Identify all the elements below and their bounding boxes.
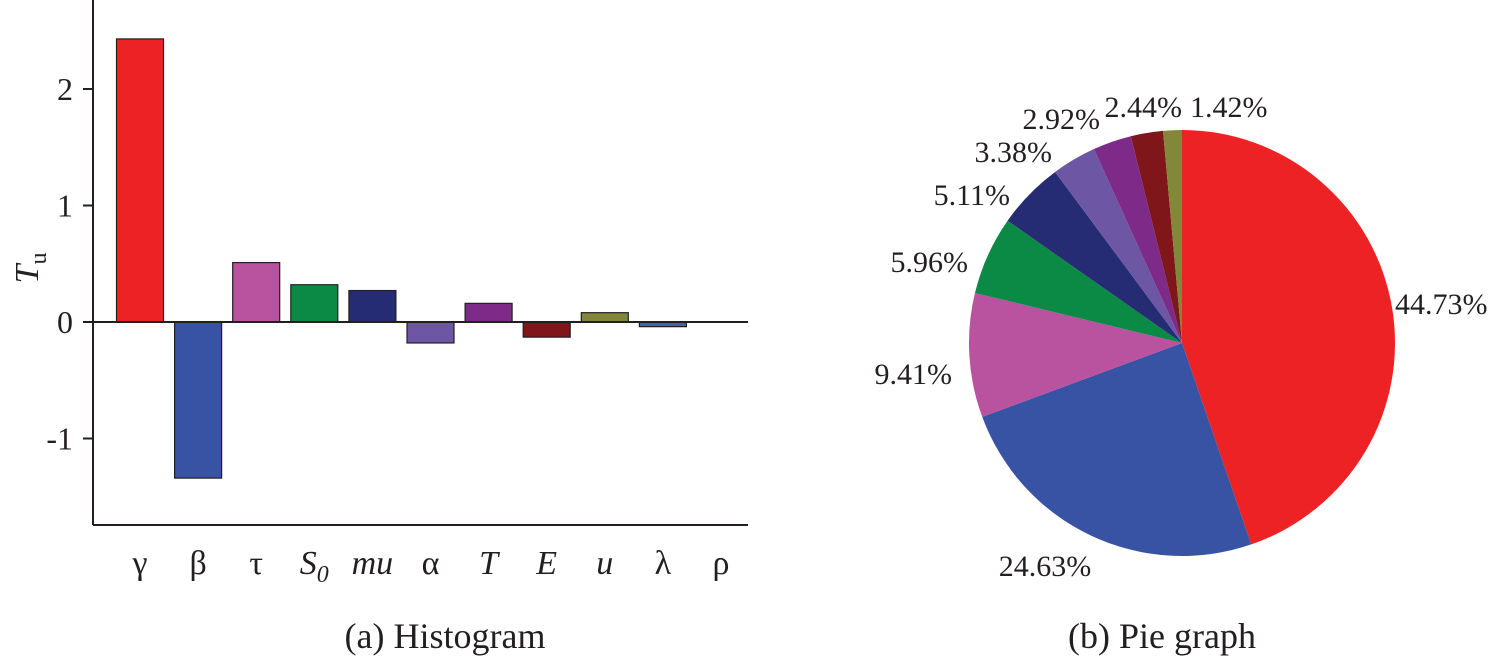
bar xyxy=(522,321,571,338)
pie-slice-label: 44.73% xyxy=(1395,288,1488,321)
pie-slice-label: 3.38% xyxy=(975,136,1053,169)
pie-slice-label: 2.92% xyxy=(1023,103,1101,136)
pie-slice xyxy=(1007,171,1182,343)
bar xyxy=(348,289,397,323)
bar-chart-caption: (a) Histogram xyxy=(345,616,546,656)
y-axis-label: Tu xyxy=(9,253,52,284)
bar xyxy=(115,38,165,323)
pie-slice-label: 2.44% xyxy=(1105,91,1183,124)
x-category-label: S0 xyxy=(300,545,329,588)
pie-chart-caption: (b) Pie graph xyxy=(1068,616,1256,656)
pie-slice-label: 5.11% xyxy=(934,179,1010,212)
x-category-label: E xyxy=(535,545,557,582)
bar xyxy=(232,261,281,323)
pie-labels: 44.73% 24.63% 9.41% 5.96% 5.11% 3.38%2.92% 2.4… xyxy=(875,91,1488,583)
pie-slice xyxy=(1093,136,1182,343)
bar-bars xyxy=(115,38,688,479)
bar xyxy=(174,321,223,479)
x-category-label: γ xyxy=(131,545,147,582)
pie-slice xyxy=(1182,130,1396,545)
pie-slice-label: 5.96% xyxy=(891,246,969,279)
x-category-subscript: 0 xyxy=(317,562,329,588)
pie-slice-label: 24.63% xyxy=(999,550,1092,583)
pie-slice-label: 9.41% xyxy=(875,358,953,391)
bar xyxy=(406,321,455,344)
pie-slice-label: 1.42% xyxy=(1190,91,1268,124)
pie-chart: 44.73% 24.63% 9.41% 5.96% 5.11% 3.38%2.92% 2.4… xyxy=(875,91,1488,656)
pie-slices xyxy=(969,130,1396,557)
x-category-label: τ xyxy=(249,545,263,582)
pie-slice xyxy=(982,343,1252,557)
x-category-label: u xyxy=(596,545,613,582)
y-tick-label: 2 xyxy=(57,71,73,107)
x-category-label: mu xyxy=(352,545,394,582)
y-axis-label-subscript: u xyxy=(26,253,52,265)
y-tick-label: -1 xyxy=(46,421,73,457)
y-ticks: -1 0 1 2 xyxy=(46,71,93,457)
pie-slice xyxy=(1163,130,1182,343)
y-tick-label: 1 xyxy=(57,188,73,224)
x-category-label: T xyxy=(479,545,500,582)
pie-slice xyxy=(1130,130,1182,343)
x-category-label: α xyxy=(422,545,440,582)
x-category-label: β xyxy=(189,545,206,582)
pie-slice xyxy=(974,220,1182,343)
y-tick-label: 0 xyxy=(57,304,73,340)
bar xyxy=(290,284,339,323)
pie-slice xyxy=(1055,149,1182,343)
x-category-label: ρ xyxy=(713,545,730,582)
x-category-label: λ xyxy=(655,545,672,582)
bar xyxy=(580,312,629,323)
pie-slice xyxy=(969,293,1182,417)
bar xyxy=(464,302,513,323)
